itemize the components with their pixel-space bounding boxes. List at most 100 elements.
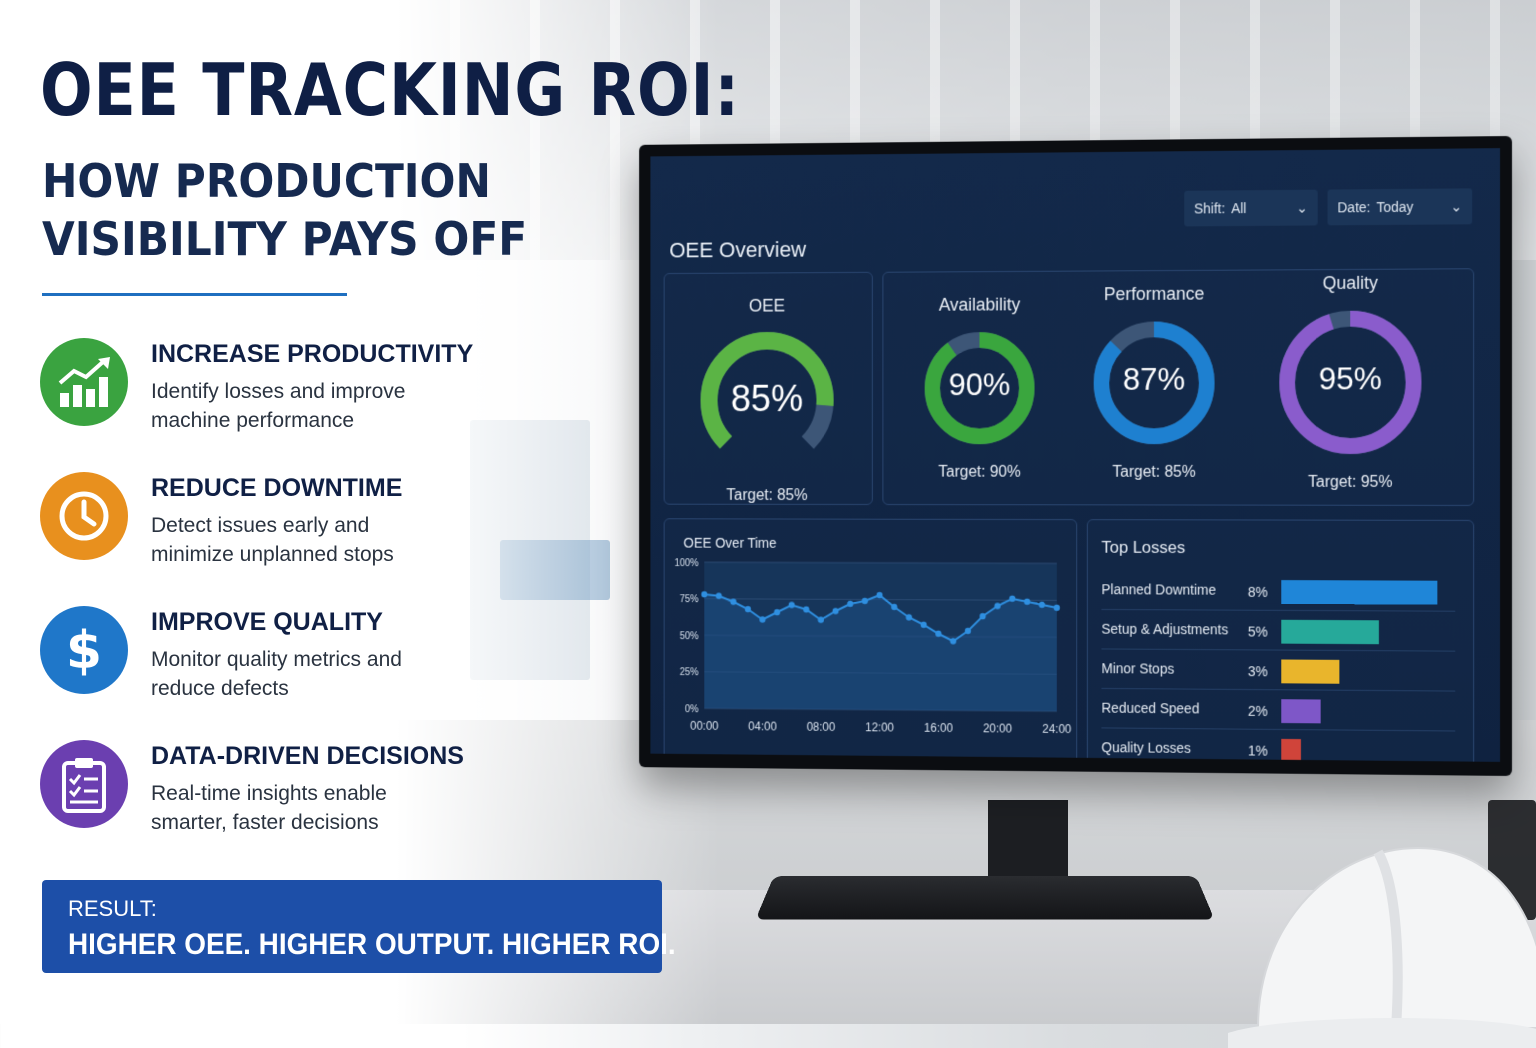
benefit-description-line: Real-time insights enable bbox=[151, 779, 471, 808]
data-point bbox=[701, 591, 707, 597]
shift-dropdown-value: All bbox=[1231, 200, 1246, 216]
data-point bbox=[950, 638, 956, 644]
loss-percent: 3% bbox=[1248, 663, 1268, 679]
benefit-description-line: minimize unplanned stops bbox=[151, 540, 471, 569]
benefit-title: INCREASE PRODUCTIVITY bbox=[151, 340, 473, 369]
data-point bbox=[921, 622, 927, 628]
oee-over-time-panel: OEE Over Time 100% 75% 50% 25% 0% 00:00 04:00 0… bbox=[664, 518, 1078, 762]
y-tick-label: 75% bbox=[680, 595, 699, 606]
date-dropdown[interactable]: Date: Today ⌄ bbox=[1328, 188, 1473, 225]
benefit-description: Identify losses and improve machine perf… bbox=[151, 377, 471, 435]
loss-row: Planned Downtime 8% bbox=[1101, 571, 1455, 611]
x-tick-label: 08:00 bbox=[807, 720, 836, 734]
data-point bbox=[965, 628, 971, 634]
benefit-title: REDUCE DOWNTIME bbox=[151, 474, 402, 503]
result-text: HIGHER OEE. HIGHER OUTPUT. HIGHER ROI. bbox=[68, 928, 676, 962]
gauge-quality: Quality 95% Target: 95% bbox=[1267, 258, 1435, 487]
x-tick-label: 04:00 bbox=[748, 719, 777, 733]
date-dropdown-label: Date: bbox=[1337, 199, 1370, 215]
chevron-down-icon: ⌄ bbox=[1451, 198, 1463, 215]
data-point bbox=[1054, 605, 1060, 611]
gauge-target: Target: 85% bbox=[683, 487, 852, 505]
gauge-label: Availability bbox=[907, 294, 1052, 315]
data-point bbox=[862, 598, 868, 604]
data-point bbox=[980, 613, 986, 619]
shift-dropdown-label: Shift: bbox=[1194, 200, 1225, 216]
data-point bbox=[935, 631, 941, 637]
data-point bbox=[891, 604, 897, 610]
page-subtitle: HOW PRODUCTION VISIBILITY PAYS OFF bbox=[42, 152, 539, 268]
x-tick-label: 24:00 bbox=[1042, 722, 1071, 736]
data-point bbox=[789, 602, 795, 608]
shift-dropdown[interactable]: Shift: All ⌄ bbox=[1184, 190, 1317, 227]
clock-icon bbox=[40, 472, 128, 560]
oee-overview-title: OEE Overview bbox=[669, 237, 806, 263]
loss-bar bbox=[1281, 739, 1300, 762]
benefit-description: Real-time insights enable smarter, faste… bbox=[151, 779, 471, 837]
chevron-down-icon: ⌄ bbox=[1296, 199, 1308, 216]
gauge-performance: Performance 87% Target: 85% bbox=[1081, 270, 1227, 498]
data-point bbox=[745, 606, 751, 612]
oee-trend-chart: 100% 75% 50% 25% 0% 00:00 04:00 08:00 12:00 16:00… bbox=[665, 543, 1077, 762]
result-banner: RESULT: HIGHER OEE. HIGHER OUTPUT. HIGHE… bbox=[42, 880, 662, 973]
trending-up-chart-icon bbox=[40, 338, 128, 426]
loss-percent: 2% bbox=[1248, 703, 1268, 719]
benefit-reduce-downtime: REDUCE DOWNTIME Detect issues early and … bbox=[40, 472, 500, 582]
loss-bar bbox=[1281, 580, 1437, 605]
gauge-target: Target: 95% bbox=[1267, 474, 1435, 492]
gauge-value: 87% bbox=[1081, 361, 1227, 398]
data-point bbox=[906, 614, 912, 620]
page-title: OEE TRACKING ROI: bbox=[40, 48, 740, 132]
benefit-description: Detect issues early and minimize unplann… bbox=[151, 511, 471, 569]
gauge-target: Target: 85% bbox=[1081, 464, 1227, 482]
data-point bbox=[847, 601, 853, 607]
loss-row: Minor Stops 3% bbox=[1101, 650, 1455, 691]
hard-hat-icon bbox=[1228, 828, 1536, 1048]
data-point bbox=[730, 599, 736, 605]
gauge-label: Quality bbox=[1267, 272, 1435, 294]
clipboard-checklist-icon bbox=[40, 740, 128, 828]
data-point bbox=[832, 608, 838, 614]
loss-list: Planned Downtime 8% Setup & Adjustments 5% M… bbox=[1088, 520, 1473, 521]
data-point bbox=[818, 617, 824, 623]
top-losses-panel: Top Losses Planned Downtime 8% Setup & Adj… bbox=[1087, 519, 1474, 762]
x-tick-label: 12:00 bbox=[865, 720, 894, 734]
loss-name: Minor Stops bbox=[1101, 660, 1174, 676]
loss-row: Setup & Adjustments 5% bbox=[1101, 611, 1455, 652]
data-point bbox=[1024, 599, 1030, 605]
gauge-value: 95% bbox=[1267, 360, 1435, 397]
loss-percent: 1% bbox=[1248, 743, 1268, 759]
data-point bbox=[774, 609, 780, 615]
data-point bbox=[994, 603, 1000, 609]
benefit-description-line: Monitor quality metrics and bbox=[151, 645, 471, 674]
result-label: RESULT: bbox=[68, 896, 157, 922]
gauge-value: 90% bbox=[907, 366, 1052, 403]
benefit-title: IMPROVE QUALITY bbox=[151, 608, 383, 637]
data-point bbox=[803, 606, 809, 612]
gauge-group: OEE 85% Target: 85% Availability 90% Target: … bbox=[650, 148, 1500, 156]
x-tick-label: 16:00 bbox=[924, 721, 953, 735]
benefit-data-driven-decisions: DATA-DRIVEN DECISIONS Real-time insights… bbox=[40, 740, 500, 850]
title-divider bbox=[42, 293, 347, 296]
benefit-increase-productivity: INCREASE PRODUCTIVITY Identify losses an… bbox=[40, 338, 500, 448]
loss-bar bbox=[1281, 699, 1320, 723]
y-tick-label: 50% bbox=[680, 631, 699, 642]
loss-row: Reduced Speed 2% bbox=[1101, 690, 1455, 732]
loss-percent: 8% bbox=[1248, 584, 1268, 600]
loss-row: Quality Losses 1% bbox=[1101, 729, 1455, 761]
loss-name: Planned Downtime bbox=[1101, 581, 1216, 597]
x-tick-label: 00:00 bbox=[690, 719, 719, 733]
loss-bar bbox=[1281, 659, 1339, 683]
benefit-description: Monitor quality metrics and reduce defec… bbox=[151, 645, 471, 703]
benefit-description-line: reduce defects bbox=[151, 674, 471, 703]
subtitle-line: VISIBILITY PAYS OFF bbox=[42, 210, 539, 268]
y-tick-label: 100% bbox=[674, 558, 698, 569]
loss-percent: 5% bbox=[1248, 624, 1268, 640]
data-point bbox=[759, 616, 765, 622]
date-dropdown-value: Today bbox=[1376, 199, 1413, 215]
monitor: Shift: All ⌄ Date: Today ⌄ OEE Overview … bbox=[639, 136, 1512, 776]
x-tick-label: 20:00 bbox=[983, 721, 1012, 735]
gauge-oee: OEE 85% Target: 85% bbox=[683, 282, 852, 507]
gauge-target: Target: 90% bbox=[907, 464, 1052, 482]
gauge-availability: Availability 90% Target: 90% bbox=[907, 281, 1052, 508]
